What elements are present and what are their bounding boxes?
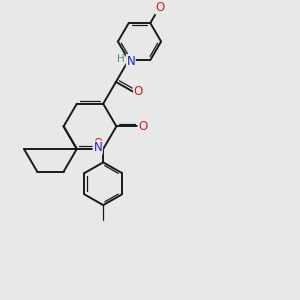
Text: N: N bbox=[126, 55, 135, 68]
Text: O: O bbox=[93, 137, 102, 150]
Text: H: H bbox=[117, 54, 124, 64]
Text: O: O bbox=[134, 85, 143, 98]
Text: N: N bbox=[93, 141, 102, 154]
Text: O: O bbox=[138, 120, 147, 133]
Text: O: O bbox=[155, 1, 165, 14]
